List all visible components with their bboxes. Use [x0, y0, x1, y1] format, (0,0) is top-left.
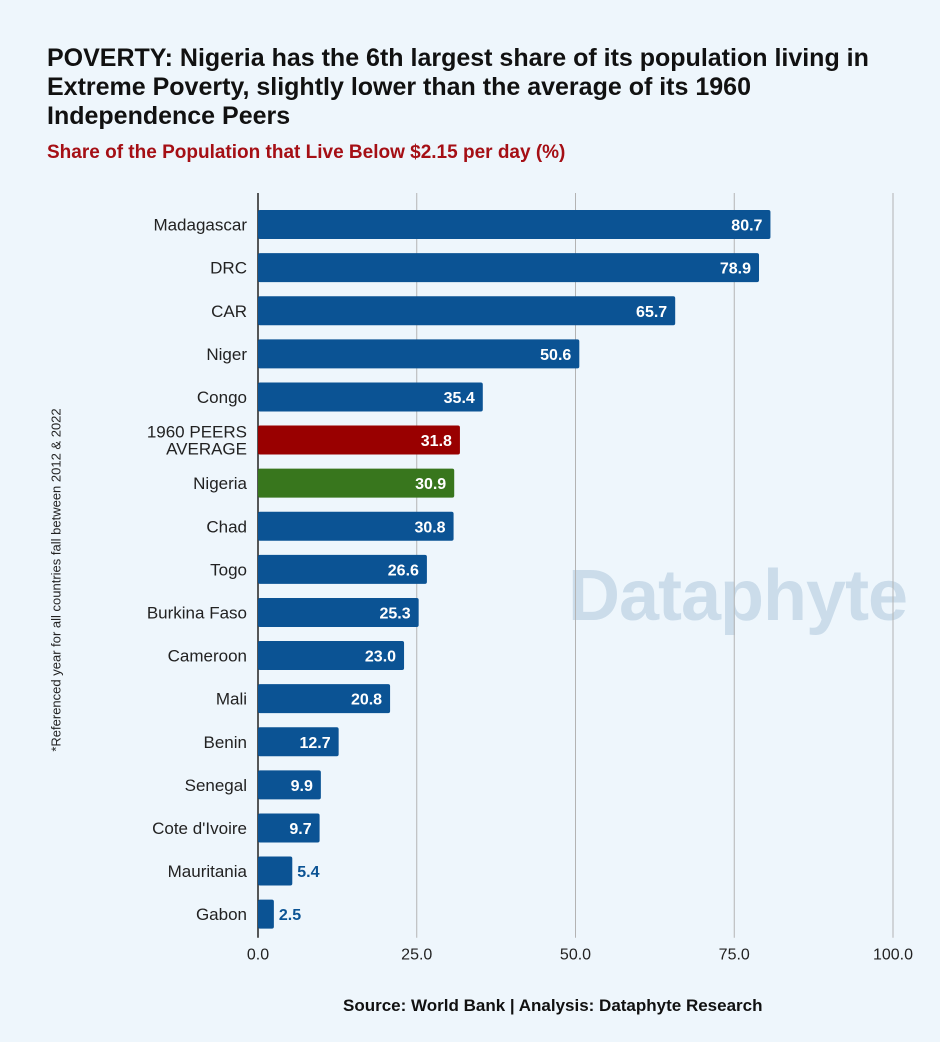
value-label: 30.9	[415, 476, 446, 493]
value-label: 31.8	[421, 433, 452, 450]
category-label: Mali	[216, 690, 247, 709]
category-label-line: Madagascar	[153, 216, 247, 235]
bar-burkina-faso	[258, 597, 419, 627]
category-label: Niger	[206, 345, 247, 364]
category-label-line: Mali	[216, 690, 247, 709]
source-note: Source: World Bank | Analysis: Dataphyte…	[343, 996, 763, 1015]
bar-mauritania	[258, 856, 293, 886]
bar-cameroon	[258, 641, 405, 671]
category-label-line: CAR	[211, 302, 247, 321]
value-label: 9.9	[291, 778, 313, 795]
value-label: 80.7	[731, 218, 762, 235]
bar-benin	[258, 727, 339, 757]
category-label-line: Congo	[197, 388, 247, 407]
x-tick-label: 75.0	[719, 947, 750, 964]
category-label-line: Benin	[204, 733, 247, 752]
chart-title: POVERTY: Nigeria has the 6th largest sha…	[47, 44, 869, 130]
value-label: 23.0	[365, 649, 396, 666]
category-label-line: Burkina Faso	[147, 603, 247, 622]
category-labels: Madagascar DRC CAR Niger Congo 1960 PEERS AVER…	[147, 216, 248, 925]
category-label-line: 1960 PEERS	[147, 423, 247, 442]
value-label: 35.4	[444, 390, 475, 407]
value-label: 26.6	[388, 562, 419, 579]
value-label: 50.6	[540, 347, 571, 364]
bars: 80.7 78.9 65.7 50.6 35.4 31.8 30.9 30.8 26.6 25.3…	[258, 210, 771, 929]
bar-drc	[258, 253, 760, 283]
x-tick-label: 50.0	[560, 947, 591, 964]
category-label-line: Chad	[206, 517, 247, 536]
bar-car	[258, 296, 676, 326]
chart-subtitle: Share of the Population that Live Below …	[47, 142, 566, 163]
bar-niger	[258, 339, 580, 369]
category-label-line: Niger	[206, 345, 247, 364]
value-label: 9.7	[289, 821, 311, 838]
value-label: 20.8	[351, 692, 382, 709]
category-label-line: Cote d'Ivoire	[152, 819, 247, 838]
category-label: Chad	[206, 517, 247, 536]
category-label-line: DRC	[210, 259, 247, 278]
bar-madagascar	[258, 210, 771, 240]
category-label-line: Gabon	[196, 905, 247, 924]
category-label: CAR	[211, 302, 247, 321]
bar-senegal	[258, 770, 321, 800]
category-label-line: Togo	[210, 560, 247, 579]
category-label-line: Nigeria	[193, 474, 247, 493]
value-label: 12.7	[300, 735, 331, 752]
category-label: Mauritania	[168, 862, 248, 881]
bar-togo	[258, 554, 427, 584]
value-label: 65.7	[636, 304, 667, 321]
category-label: Nigeria	[193, 474, 247, 493]
bar-cote-d-ivoire	[258, 813, 320, 843]
category-label: Cote d'Ivoire	[152, 819, 247, 838]
category-label: Gabon	[196, 905, 247, 924]
category-label: Senegal	[185, 776, 247, 795]
bar-gabon	[258, 899, 274, 929]
value-label: 2.5	[279, 907, 301, 924]
x-axis-ticks: 0.0 25.0 50.0 75.0 100.0	[247, 947, 913, 964]
category-label: 1960 PEERS AVERAGE	[147, 423, 247, 459]
category-label-line: Senegal	[185, 776, 247, 795]
category-label-line: Mauritania	[168, 862, 248, 881]
watermark-logo: Dataphyte	[568, 556, 908, 636]
x-tick-label: 100.0	[873, 947, 913, 964]
bar-1960-peers-average	[258, 425, 460, 455]
category-label: DRC	[210, 259, 247, 278]
category-label: Cameroon	[168, 647, 247, 666]
bar-nigeria	[258, 468, 455, 498]
category-label: Burkina Faso	[147, 603, 247, 622]
bar-mali	[258, 684, 391, 714]
value-label: 5.4	[297, 864, 319, 881]
category-label: Madagascar	[153, 216, 247, 235]
value-label: 30.8	[414, 519, 445, 536]
x-tick-label: 25.0	[401, 947, 432, 964]
category-label-line: Cameroon	[168, 647, 247, 666]
category-label: Togo	[210, 560, 247, 579]
value-label: 25.3	[380, 605, 411, 622]
category-label-line: AVERAGE	[166, 440, 247, 459]
x-tick-label: 0.0	[247, 947, 269, 964]
value-label: 78.9	[720, 261, 751, 278]
bar-chad	[258, 511, 454, 541]
bar-congo	[258, 382, 483, 412]
category-label: Benin	[204, 733, 247, 752]
category-label: Congo	[197, 388, 247, 407]
